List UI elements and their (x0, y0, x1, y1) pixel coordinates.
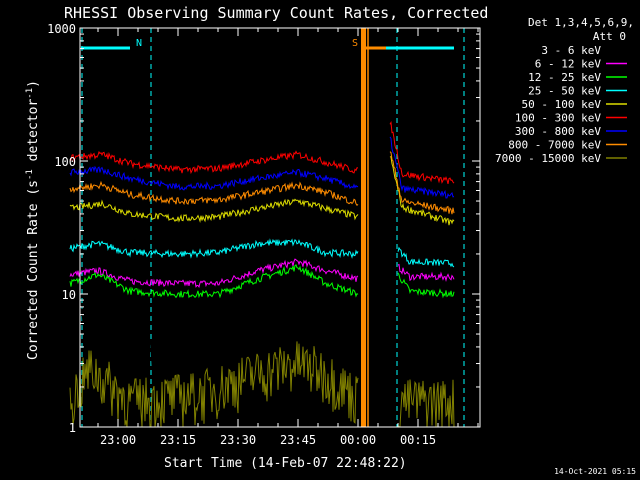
legend-label: 50 - 100 keV (522, 98, 602, 111)
x-tick-label: 23:00 (100, 433, 136, 447)
x-tick-label: 00:00 (340, 433, 376, 447)
series-line (69, 264, 359, 299)
x-tick-label: 23:15 (160, 433, 196, 447)
legend-header-1: Det 1,3,4,5,6,9, (528, 16, 634, 29)
x-tick-label: 23:30 (220, 433, 256, 447)
y-tick-label: 10 (62, 288, 76, 302)
series-line (69, 165, 359, 191)
legend-label: 100 - 300 keV (515, 112, 601, 125)
legend-label: 3 - 6 keV (541, 44, 601, 57)
series-line (397, 246, 455, 268)
legend-label: 7000 - 15000 keV (495, 152, 601, 165)
attenuator-shading (361, 28, 366, 427)
series-line (69, 198, 359, 223)
legend-header-2: Att 0 (593, 30, 626, 43)
chart-title: RHESSI Observing Summary Count Rates, Co… (64, 4, 488, 22)
y-axis: 1 10 100 1000 (47, 22, 480, 435)
series-line (69, 283, 359, 376)
series-line (397, 272, 455, 299)
legend-label: 25 - 50 keV (528, 85, 601, 98)
flag-label: S (352, 38, 358, 49)
series-line (69, 238, 359, 259)
series-line (389, 151, 455, 215)
series-line (397, 263, 455, 282)
legend-label: 12 - 25 keV (528, 71, 601, 84)
series-line (389, 136, 455, 199)
series-line (69, 180, 359, 207)
series-line (397, 314, 455, 360)
flag-label: N (136, 38, 142, 49)
y-axis-label: Corrected Count Rate (s-1 detector-1) (25, 80, 41, 360)
series-line (389, 121, 455, 185)
legend-label: 6 - 12 keV (535, 58, 602, 71)
x-tick-label: 23:45 (280, 433, 316, 447)
y-tick-label: 100 (54, 155, 76, 169)
timestamp: 14-Oct-2021 05:15 (554, 467, 636, 476)
x-axis-label: Start Time (14-Feb-07 22:48:22) (164, 456, 407, 471)
series-line (397, 379, 455, 428)
series-line (69, 258, 359, 289)
legend-label: 300 - 800 keV (515, 125, 601, 138)
series-line (389, 156, 455, 226)
y-tick-label: 1 (69, 421, 76, 435)
x-axis: 23:00 23:15 23:30 23:45 00:00 00:15 (97, 28, 479, 447)
y-tick-label: 1000 (47, 22, 76, 36)
plot-frame (79, 27, 481, 428)
series-line (69, 150, 359, 175)
legend-label: 800 - 7000 keV (508, 139, 601, 152)
x-tick-label: 00:15 (400, 433, 436, 447)
